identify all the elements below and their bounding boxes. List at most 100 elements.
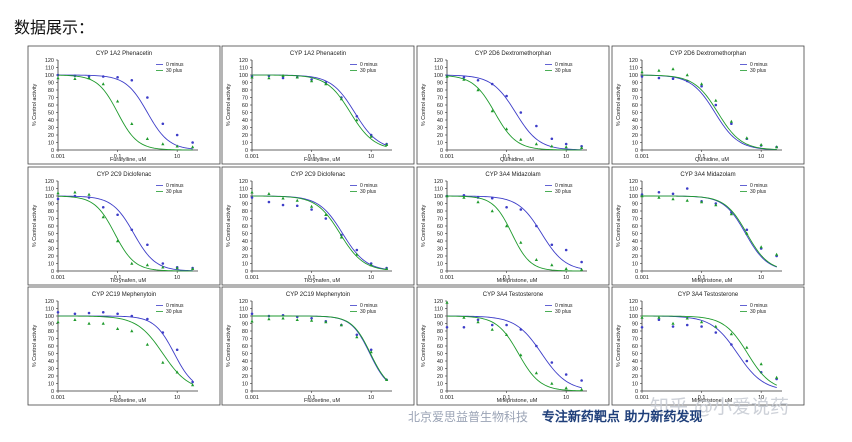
data-point	[56, 310, 60, 314]
data-point	[476, 320, 480, 324]
y-tick-label: 120	[239, 299, 248, 305]
y-tick-label: 80	[242, 329, 248, 335]
x-tick-label: 0.001	[440, 275, 454, 281]
data-point	[519, 208, 523, 211]
series-curve	[58, 74, 193, 150]
data-point	[281, 73, 285, 77]
y-tick-label: 110	[239, 66, 248, 72]
data-point	[759, 245, 763, 249]
x-axis-label: Furafylline, uM	[110, 157, 146, 163]
y-axis-label: % Control activity	[226, 84, 232, 127]
data-point	[550, 243, 554, 247]
y-tick-label: 50	[437, 111, 443, 117]
y-tick-label: 90	[632, 202, 638, 208]
panel-title: CYP 3A4 Testosterone	[678, 292, 739, 298]
y-tick-label: 110	[45, 66, 54, 72]
y-tick-label: 100	[629, 194, 638, 200]
data-point	[505, 205, 508, 209]
data-point	[385, 142, 389, 146]
panel-frame	[27, 45, 221, 165]
data-point	[580, 379, 583, 382]
data-point	[462, 195, 466, 199]
y-tick-label: 90	[242, 202, 248, 208]
data-point	[490, 209, 494, 213]
x-axis-label: Mifepristone, uM	[692, 398, 733, 404]
series-curve	[446, 74, 582, 151]
y-tick-label: 30	[437, 367, 443, 373]
data-point	[580, 267, 584, 271]
y-tick-label: 70	[242, 337, 248, 343]
y-tick-label: 90	[48, 202, 54, 208]
y-tick-label: 0	[635, 148, 638, 154]
y-tick-label: 80	[632, 209, 638, 215]
x-tick-label: 0.001	[440, 395, 454, 401]
y-tick-label: 100	[239, 314, 248, 320]
data-point	[476, 200, 480, 204]
y-tick-label: 40	[437, 118, 443, 124]
series-curve	[57, 195, 193, 272]
data-point	[161, 331, 165, 334]
y-axis-label: % Control activity	[421, 325, 427, 368]
y-tick-label: 100	[45, 314, 54, 320]
data-point	[310, 208, 313, 211]
data-point	[73, 76, 77, 80]
y-tick-label: 40	[632, 118, 638, 124]
x-axis-label: Mifepristone, uM	[497, 278, 538, 284]
y-tick-label: 100	[239, 73, 248, 79]
data-point	[369, 348, 373, 352]
y-tick-label: 30	[48, 367, 54, 373]
data-point	[295, 204, 299, 208]
data-point	[564, 248, 568, 252]
data-point	[73, 190, 77, 194]
y-tick-label: 0	[440, 148, 443, 154]
y-tick-label: 110	[629, 66, 638, 72]
y-tick-label: 70	[48, 96, 54, 102]
y-axis-label: % Control activity	[421, 84, 427, 127]
data-point	[295, 75, 299, 79]
x-tick-label: 0.1	[503, 154, 511, 160]
x-tick-label: 10	[758, 275, 764, 281]
y-tick-label: 30	[632, 126, 638, 132]
x-tick-label: 0.1	[308, 395, 316, 401]
data-point	[267, 317, 271, 321]
data-point	[505, 94, 508, 98]
data-point	[519, 111, 523, 114]
data-point	[657, 318, 661, 322]
series-curve	[446, 315, 582, 389]
data-point	[355, 335, 359, 339]
y-axis-label: % Control activity	[226, 205, 232, 248]
data-point	[490, 327, 494, 331]
panel-title: CYP 2D6 Dextromethorphan	[670, 51, 746, 57]
data-point	[462, 193, 466, 197]
x-tick-label: 0.001	[635, 275, 649, 281]
data-point	[191, 383, 195, 387]
data-point	[101, 82, 105, 86]
panel-frame	[27, 166, 221, 286]
x-tick-label: 0.1	[698, 395, 706, 401]
x-axis-label: Fluoxetine, uM	[110, 398, 146, 404]
chart-panel: CYP 2C19 Mephenytoin01020304050607080901…	[27, 286, 221, 406]
y-tick-label: 30	[437, 247, 443, 253]
y-tick-label: 60	[242, 344, 248, 350]
chart-panel: CYP 3A4 Testosterone01020304050607080901…	[416, 286, 610, 406]
legend-label: 0 minus	[166, 183, 184, 189]
y-tick-label: 30	[632, 247, 638, 253]
data-point	[309, 318, 314, 322]
legend-label: 30 plus	[555, 189, 572, 195]
y-tick-label: 90	[437, 81, 443, 87]
y-tick-label: 120	[629, 58, 638, 64]
data-point	[729, 212, 733, 216]
series-curve	[252, 74, 387, 148]
data-point	[534, 142, 538, 146]
data-point	[519, 240, 523, 244]
y-axis-label: % Control activity	[32, 205, 38, 248]
y-tick-label: 30	[242, 126, 248, 132]
y-tick-label: 40	[242, 359, 248, 365]
data-point	[490, 196, 494, 200]
y-tick-label: 30	[48, 126, 54, 132]
x-tick-label: 10	[563, 395, 569, 401]
y-tick-label: 90	[437, 202, 443, 208]
y-axis-label: % Control activity	[616, 205, 622, 248]
data-point	[191, 145, 195, 149]
data-point	[369, 134, 373, 138]
